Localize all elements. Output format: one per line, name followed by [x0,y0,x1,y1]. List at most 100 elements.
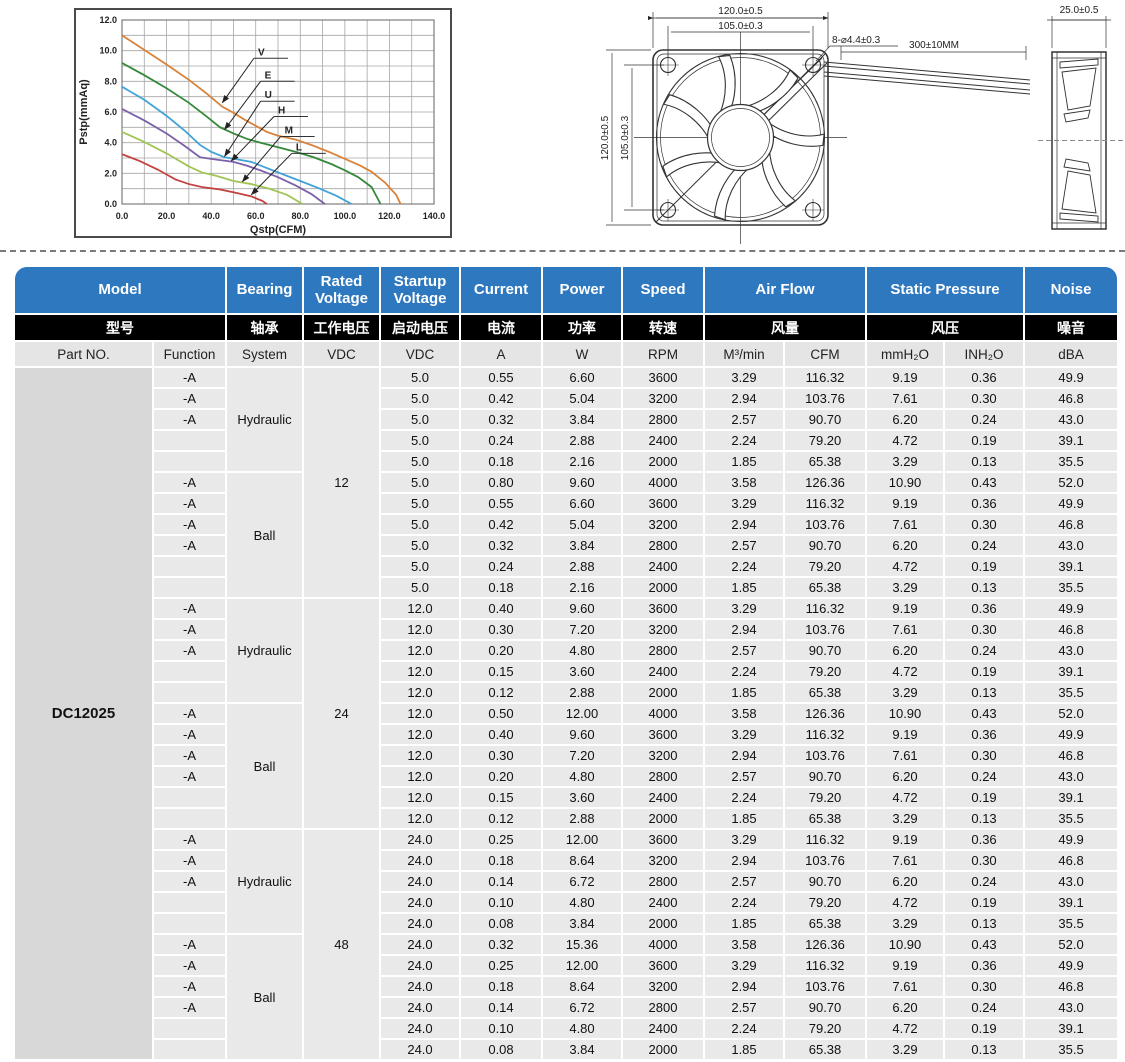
rated-voltage-cell: 24 [304,599,379,828]
airflow-m3min-cell: 3.29 [705,599,783,618]
pressure-mmh2o-cell: 7.61 [867,851,944,870]
unit-dba: dBA [1025,342,1118,366]
noise-cell: 35.5 [1025,683,1118,702]
unit-watt: W [543,342,621,366]
power-cell: 7.20 [543,620,621,639]
power-cell: 4.80 [543,767,621,786]
pressure-mmh2o-cell: 9.19 [867,956,944,975]
speed-cell: 4000 [623,935,703,954]
speed-cell: 2400 [623,1019,703,1038]
power-cell: 2.88 [543,683,621,702]
power-cell: 15.36 [543,935,621,954]
col-header-rated-voltage-cn: 工作电压 [304,315,379,340]
noise-cell: 46.8 [1025,851,1118,870]
function-cell [154,452,225,471]
front-hole-pitch-v-dim-label: 105.0±0.3 [620,115,631,160]
startup-voltage-cell: 12.0 [381,641,459,660]
startup-voltage-cell: 24.0 [381,872,459,891]
noise-cell: 39.1 [1025,788,1118,807]
function-cell [154,1019,225,1038]
startup-voltage-cell: 24.0 [381,1019,459,1038]
current-cell: 0.12 [461,683,541,702]
function-cell: -A [154,515,225,534]
pressure-inh2o-cell: 0.36 [945,725,1024,744]
current-cell: 0.18 [461,851,541,870]
col-header-air-flow-cn: 风量 [705,315,866,340]
airflow-m3min-cell: 2.57 [705,767,783,786]
pressure-mmh2o-cell: 3.29 [867,578,944,597]
unit-ampere: A [461,342,541,366]
table-row: -A 12.0 0.20 4.80 2800 2.57 90.70 6.20 0.24 43.0 [15,641,1118,660]
airflow-cfm-cell: 90.70 [785,641,866,660]
airflow-m3min-cell: 3.29 [705,956,783,975]
power-cell: 3.84 [543,536,621,555]
fan-side-view-drawing: 25.0±0.5 [1038,5,1125,230]
curve-label-U: U [265,90,272,101]
col-header-current-cn: 电流 [461,315,541,340]
speed-cell: 2400 [623,893,703,912]
front-width-dim-label: 120.0±0.5 [718,6,763,17]
startup-voltage-cell: 5.0 [381,410,459,429]
speed-cell: 3200 [623,620,703,639]
function-cell [154,1040,225,1059]
airflow-cfm-cell: 90.70 [785,410,866,429]
curve-label-H: H [278,106,285,117]
pressure-mmh2o-cell: 6.20 [867,998,944,1017]
speed-cell: 2000 [623,452,703,471]
pressure-inh2o-cell: 0.13 [945,683,1024,702]
drawings-section: V E U H M L 0.0 20.0 40.0 60.0 80.0 100.0 120.0 140.0… [0,0,1125,253]
curve-L [121,153,268,205]
curve-label-E: E [265,70,272,81]
dimension-lines [606,12,1027,226]
header-row-units: Part NO. Function System VDC VDC A W RPM… [15,342,1118,366]
power-cell: 2.88 [543,809,621,828]
pressure-inh2o-cell: 0.13 [945,452,1024,471]
airflow-m3min-cell: 2.57 [705,410,783,429]
table-row: 12.0 0.12 2.88 2000 1.85 65.38 3.29 0.13 35.5 [15,683,1118,702]
airflow-cfm-cell: 65.38 [785,809,866,828]
startup-voltage-cell: 24.0 [381,1040,459,1059]
power-cell: 3.60 [543,662,621,681]
pressure-mmh2o-cell: 7.61 [867,746,944,765]
power-cell: 4.80 [543,641,621,660]
startup-voltage-cell: 12.0 [381,746,459,765]
power-cell: 4.80 [543,1019,621,1038]
current-cell: 0.18 [461,977,541,996]
current-cell: 0.10 [461,1019,541,1038]
startup-voltage-cell: 5.0 [381,536,459,555]
pressure-mmh2o-cell: 7.61 [867,515,944,534]
function-cell [154,662,225,681]
x-tick-label: 120.0 [378,211,401,221]
noise-cell: 35.5 [1025,1040,1118,1059]
pressure-mmh2o-cell: 4.72 [867,893,944,912]
current-cell: 0.42 [461,389,541,408]
pressure-inh2o-cell: 0.30 [945,851,1024,870]
table-row: 5.0 0.18 2.16 2000 1.85 65.38 3.29 0.13 35.5 [15,452,1118,471]
startup-voltage-cell: 24.0 [381,998,459,1017]
function-cell: -A [154,977,225,996]
pressure-mmh2o-cell: 6.20 [867,410,944,429]
col-header-static-pressure-cn: 风压 [867,315,1024,340]
airflow-m3min-cell: 2.94 [705,977,783,996]
pressure-inh2o-cell: 0.24 [945,410,1024,429]
pressure-inh2o-cell: 0.24 [945,872,1024,891]
airflow-m3min-cell: 2.57 [705,641,783,660]
speed-cell: 2800 [623,410,703,429]
startup-voltage-cell: 5.0 [381,368,459,387]
col-header-noise: Noise [1025,267,1118,313]
current-cell: 0.15 [461,788,541,807]
pressure-mmh2o-cell: 7.61 [867,389,944,408]
noise-cell: 46.8 [1025,746,1118,765]
y-tick-label: 4.0 [104,138,117,148]
power-cell: 9.60 [543,599,621,618]
current-cell: 0.40 [461,725,541,744]
startup-voltage-cell: 24.0 [381,956,459,975]
table-row: 5.0 0.18 2.16 2000 1.85 65.38 3.29 0.13 35.5 [15,578,1118,597]
pressure-inh2o-cell: 0.30 [945,746,1024,765]
current-cell: 0.25 [461,956,541,975]
col-header-air-flow: Air Flow [705,267,866,313]
pressure-inh2o-cell: 0.19 [945,788,1024,807]
current-cell: 0.32 [461,410,541,429]
noise-cell: 46.8 [1025,977,1118,996]
